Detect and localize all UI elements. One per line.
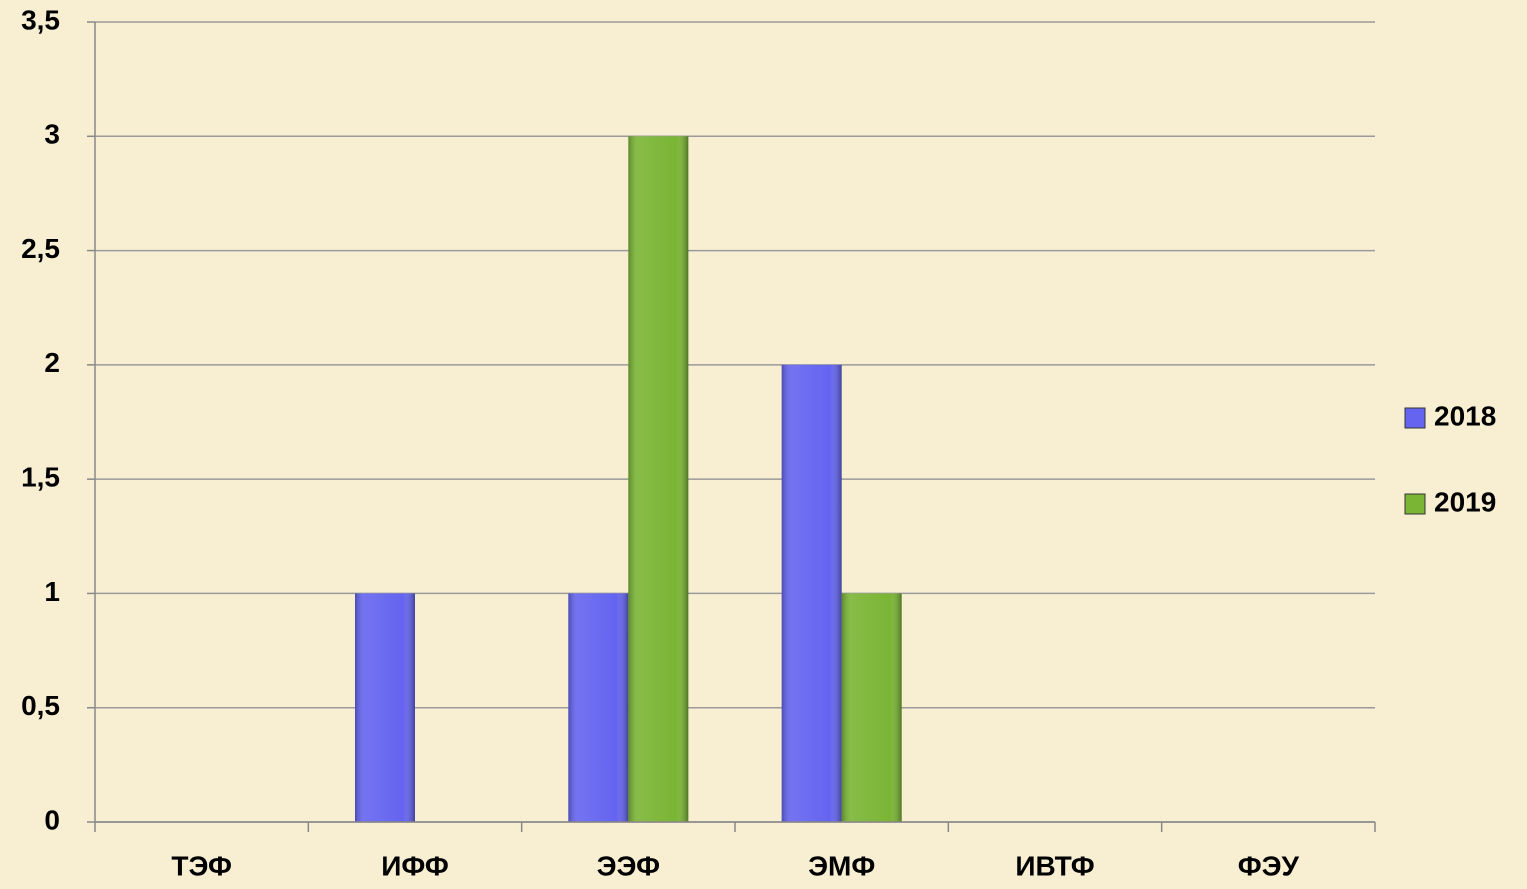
legend-label: 2018: [1434, 400, 1496, 431]
y-tick-label: 2: [44, 347, 60, 378]
bar-shade: [781, 364, 842, 822]
bar-shade: [568, 593, 629, 822]
y-tick-label: 1: [44, 576, 60, 607]
x-tick-label: ЭЭФ: [597, 850, 660, 881]
y-tick-label: 0: [44, 804, 60, 835]
y-tick-label: 0,5: [21, 690, 60, 721]
legend-label: 2019: [1434, 486, 1496, 517]
x-tick-label: ТЭФ: [171, 850, 232, 881]
x-tick-label: ИВТФ: [1015, 850, 1094, 881]
bar-shade: [841, 593, 902, 822]
x-tick-label: ФЭУ: [1238, 850, 1300, 881]
y-tick-label: 2,5: [21, 233, 60, 264]
bar-shade: [355, 593, 415, 822]
y-tick-label: 3: [44, 119, 60, 150]
y-tick-label: 1,5: [21, 462, 60, 493]
legend-swatch: [1404, 407, 1426, 429]
x-tick-label: ИФФ: [381, 850, 449, 881]
legend-swatch: [1404, 493, 1426, 515]
y-tick-label: 3,5: [21, 4, 60, 35]
bar-shade: [628, 136, 689, 823]
x-tick-label: ЭМФ: [808, 850, 875, 881]
